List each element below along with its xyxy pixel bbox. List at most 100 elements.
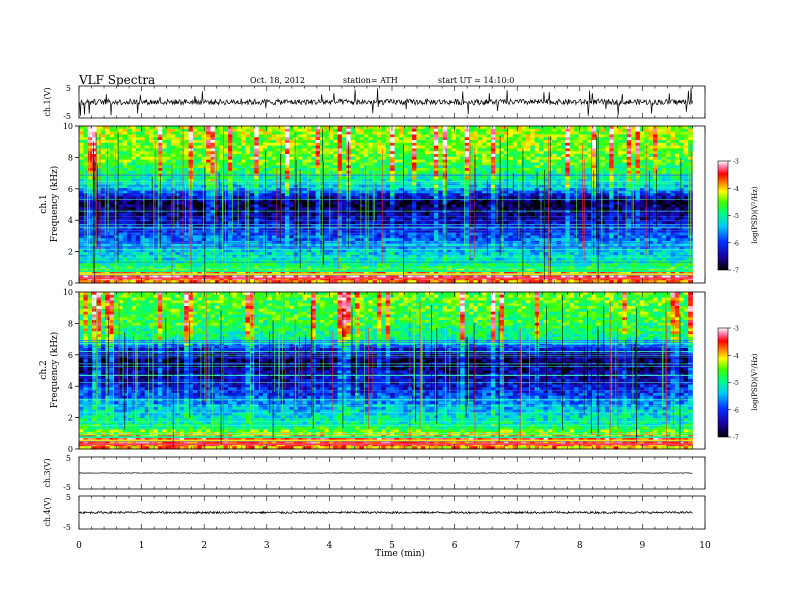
spec1-cell	[376, 162, 382, 166]
spec1-cell	[153, 263, 159, 267]
spec1-cell	[232, 274, 238, 278]
spec1-cell	[105, 128, 111, 132]
spec1-cell	[425, 168, 430, 172]
spec1-cell	[96, 207, 102, 211]
spec1-cell	[267, 145, 273, 149]
spec1-cell	[293, 148, 299, 152]
spec1-cell	[464, 218, 470, 222]
spec1-cell	[385, 215, 391, 219]
spec1-cell	[429, 145, 435, 149]
spec1-cell	[315, 182, 321, 186]
spec1-cell	[425, 201, 430, 205]
spec1-cell	[83, 218, 89, 222]
spec1-cell	[114, 204, 119, 208]
spec1-cell	[324, 165, 330, 169]
spec1-cell	[390, 168, 395, 172]
spec1-cell	[254, 170, 260, 175]
spec1-cell	[192, 249, 198, 253]
spec1-cell	[451, 145, 457, 149]
spec1-cell	[232, 243, 238, 247]
figure-title: VLF Spectra	[78, 73, 155, 87]
spec1-cell	[263, 280, 268, 284]
spec1-cell	[140, 126, 146, 130]
spec1-cell	[157, 156, 163, 161]
spec1-cell	[293, 254, 299, 259]
spec1-cell	[425, 218, 430, 222]
spec1-cell	[96, 165, 102, 169]
spec1-cell	[416, 176, 422, 180]
spec1-cell	[425, 137, 430, 141]
spec1-cell	[201, 252, 207, 256]
spec1-cell	[241, 148, 246, 152]
spec1-cell	[341, 187, 347, 191]
spec1-cell	[324, 126, 330, 130]
spec1-cell	[328, 131, 334, 135]
spec1-cell	[118, 207, 124, 211]
spec1-cell	[306, 193, 312, 197]
spec1-cell	[149, 151, 154, 155]
spec1-cell	[201, 249, 207, 253]
spec1-cell	[192, 151, 198, 155]
spec1-cell	[425, 142, 430, 147]
spec1-cell	[420, 145, 426, 149]
spec1-cell	[276, 224, 281, 228]
spec1-cell	[249, 193, 255, 197]
spec1-cell	[210, 201, 216, 205]
spec1-cell	[144, 145, 150, 149]
spec1-cell	[131, 151, 137, 155]
spec1-cell	[127, 198, 132, 203]
spec1-cell	[412, 196, 417, 200]
spec1-cell	[87, 232, 93, 236]
spec1-cell	[197, 229, 203, 233]
spec1-cell	[372, 142, 378, 147]
spec1-cell	[210, 190, 216, 194]
spec1-cell	[171, 145, 176, 149]
spec1-cell	[140, 162, 146, 166]
spec1-cell	[144, 224, 150, 228]
spec1-cell	[114, 165, 119, 169]
spec1-cell	[105, 257, 111, 261]
spec1-cell	[276, 215, 281, 219]
spec1-cell	[429, 182, 435, 186]
spec1-cell	[433, 156, 439, 161]
spec1-cell	[249, 232, 255, 236]
spec1-cell	[420, 229, 426, 233]
spec1-cell	[359, 126, 365, 130]
spec1-cell	[206, 235, 211, 239]
spec1-cell	[442, 128, 448, 132]
spec1-cell	[346, 137, 352, 141]
spec1-cell	[376, 154, 382, 158]
spec1-cell	[236, 266, 242, 270]
spec1-cell	[232, 184, 238, 189]
spec1-cell	[420, 128, 426, 132]
spec1-cell	[184, 254, 189, 259]
spec1-cell	[280, 226, 286, 231]
spec1-cell	[122, 190, 128, 194]
spec1-cell	[241, 221, 246, 225]
spec1-cell	[249, 266, 255, 270]
spec1-cell	[254, 148, 260, 152]
spec1-cell	[227, 198, 233, 203]
spec1-cell	[100, 249, 106, 253]
spec1-cell	[425, 145, 430, 149]
spec1-cell	[359, 170, 365, 175]
spec1-cell	[368, 204, 373, 208]
spec1-cell	[429, 210, 435, 214]
spec1-cell	[280, 159, 286, 163]
spec1-cell	[144, 140, 150, 144]
spec1-cell	[284, 210, 290, 214]
spec1-cell	[184, 215, 189, 219]
spec1-cell	[201, 145, 207, 149]
spec1-cell	[416, 218, 422, 222]
spec1-cell	[232, 226, 238, 231]
spec1-cell	[171, 170, 176, 175]
spec1-cell	[412, 131, 417, 135]
spec1-cell	[149, 176, 154, 180]
spec1-cell	[394, 140, 400, 144]
spec1-cell	[324, 229, 330, 233]
spec1-cell	[271, 176, 277, 180]
spec1-cell	[131, 176, 137, 180]
spec1-cell	[359, 168, 365, 172]
spec1-cell	[385, 151, 391, 155]
spec1-cell	[333, 210, 338, 214]
